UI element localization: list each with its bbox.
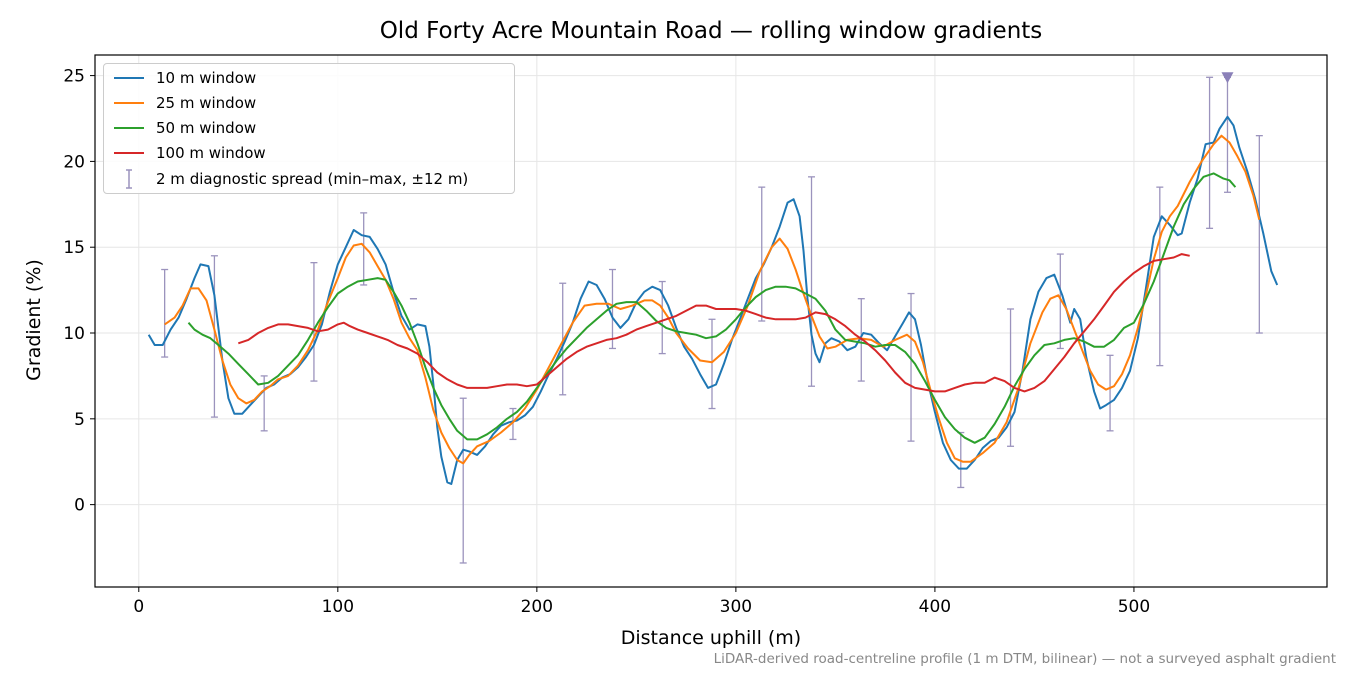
chart-title: Old Forty Acre Mountain Road — rolling w… [379, 18, 1043, 44]
legend-label-10m: 10 m window [156, 68, 257, 87]
legend-item-25m: 25 m window [114, 90, 256, 115]
y-tick-label: 5 [74, 410, 85, 430]
legend-item-50m: 50 m window [114, 115, 256, 140]
legend-item-spread: 2 m diagnostic spread (min–max, ±12 m) [114, 166, 468, 191]
y-tick-label: 0 [74, 496, 85, 516]
x-tick-label: 300 [720, 597, 752, 617]
legend-label-spread: 2 m diagnostic spread (min–max, ±12 m) [156, 169, 469, 188]
x-axis-label: Distance uphill (m) [620, 627, 802, 649]
x-tick-label: 400 [919, 597, 951, 617]
y-tick-label: 15 [63, 238, 85, 258]
series-line-3 [187, 172, 1237, 444]
legend-item-10m: 10 m window [114, 65, 256, 90]
legend-line-25m [114, 101, 144, 104]
max-spread-marker [1221, 72, 1234, 84]
legend-label-100m: 100 m window [156, 143, 266, 162]
legend-label-50m: 50 m window [156, 118, 257, 137]
legend-line-10m [114, 76, 144, 79]
x-tick-label: 500 [1118, 597, 1150, 617]
x-tick-label: 0 [133, 597, 144, 617]
y-tick-label: 10 [63, 324, 85, 344]
series-line-2 [164, 134, 1261, 465]
series-line-4 [237, 253, 1190, 393]
legend-line-50m [114, 126, 144, 129]
plot-frame [94, 54, 1328, 588]
footnote: LiDAR-derived road-centreline profile (1… [713, 651, 1336, 667]
y-tick-label: 25 [63, 67, 85, 87]
x-tick-label: 200 [521, 597, 553, 617]
legend-label-25m: 25 m window [156, 93, 257, 112]
legend: 10 m window 25 m window 50 m window 100 … [103, 63, 515, 194]
y-tick-label: 20 [63, 152, 85, 172]
legend-item-100m: 100 m window [114, 140, 266, 165]
y-axis-label: Gradient (%) [23, 259, 45, 381]
legend-errorbar-icon [114, 168, 144, 189]
legend-line-100m [114, 151, 144, 154]
x-tick-label: 100 [322, 597, 354, 617]
